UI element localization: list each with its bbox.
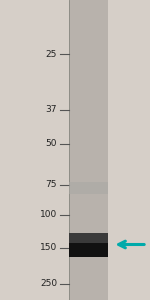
Text: 100: 100 (40, 210, 57, 219)
Bar (69, 232, 108, 243)
Text: 150: 150 (40, 243, 57, 252)
Bar (69, 0, 108, 300)
Text: 25: 25 (46, 50, 57, 58)
Text: 50: 50 (45, 140, 57, 148)
Bar (69, 243, 108, 256)
Text: 75: 75 (45, 180, 57, 189)
Bar (69, 182, 108, 194)
Text: 37: 37 (45, 105, 57, 114)
Text: 250: 250 (40, 279, 57, 288)
